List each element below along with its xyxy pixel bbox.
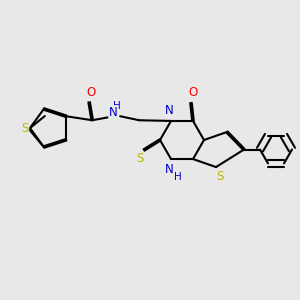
Text: H: H [174, 172, 182, 182]
Text: H: H [113, 101, 121, 111]
Text: N: N [165, 104, 173, 117]
Text: O: O [87, 86, 96, 99]
Text: N: N [109, 106, 118, 119]
Text: S: S [136, 152, 144, 166]
Text: N: N [165, 163, 173, 176]
Text: O: O [188, 86, 198, 99]
Text: S: S [21, 122, 29, 134]
Text: S: S [216, 169, 224, 183]
